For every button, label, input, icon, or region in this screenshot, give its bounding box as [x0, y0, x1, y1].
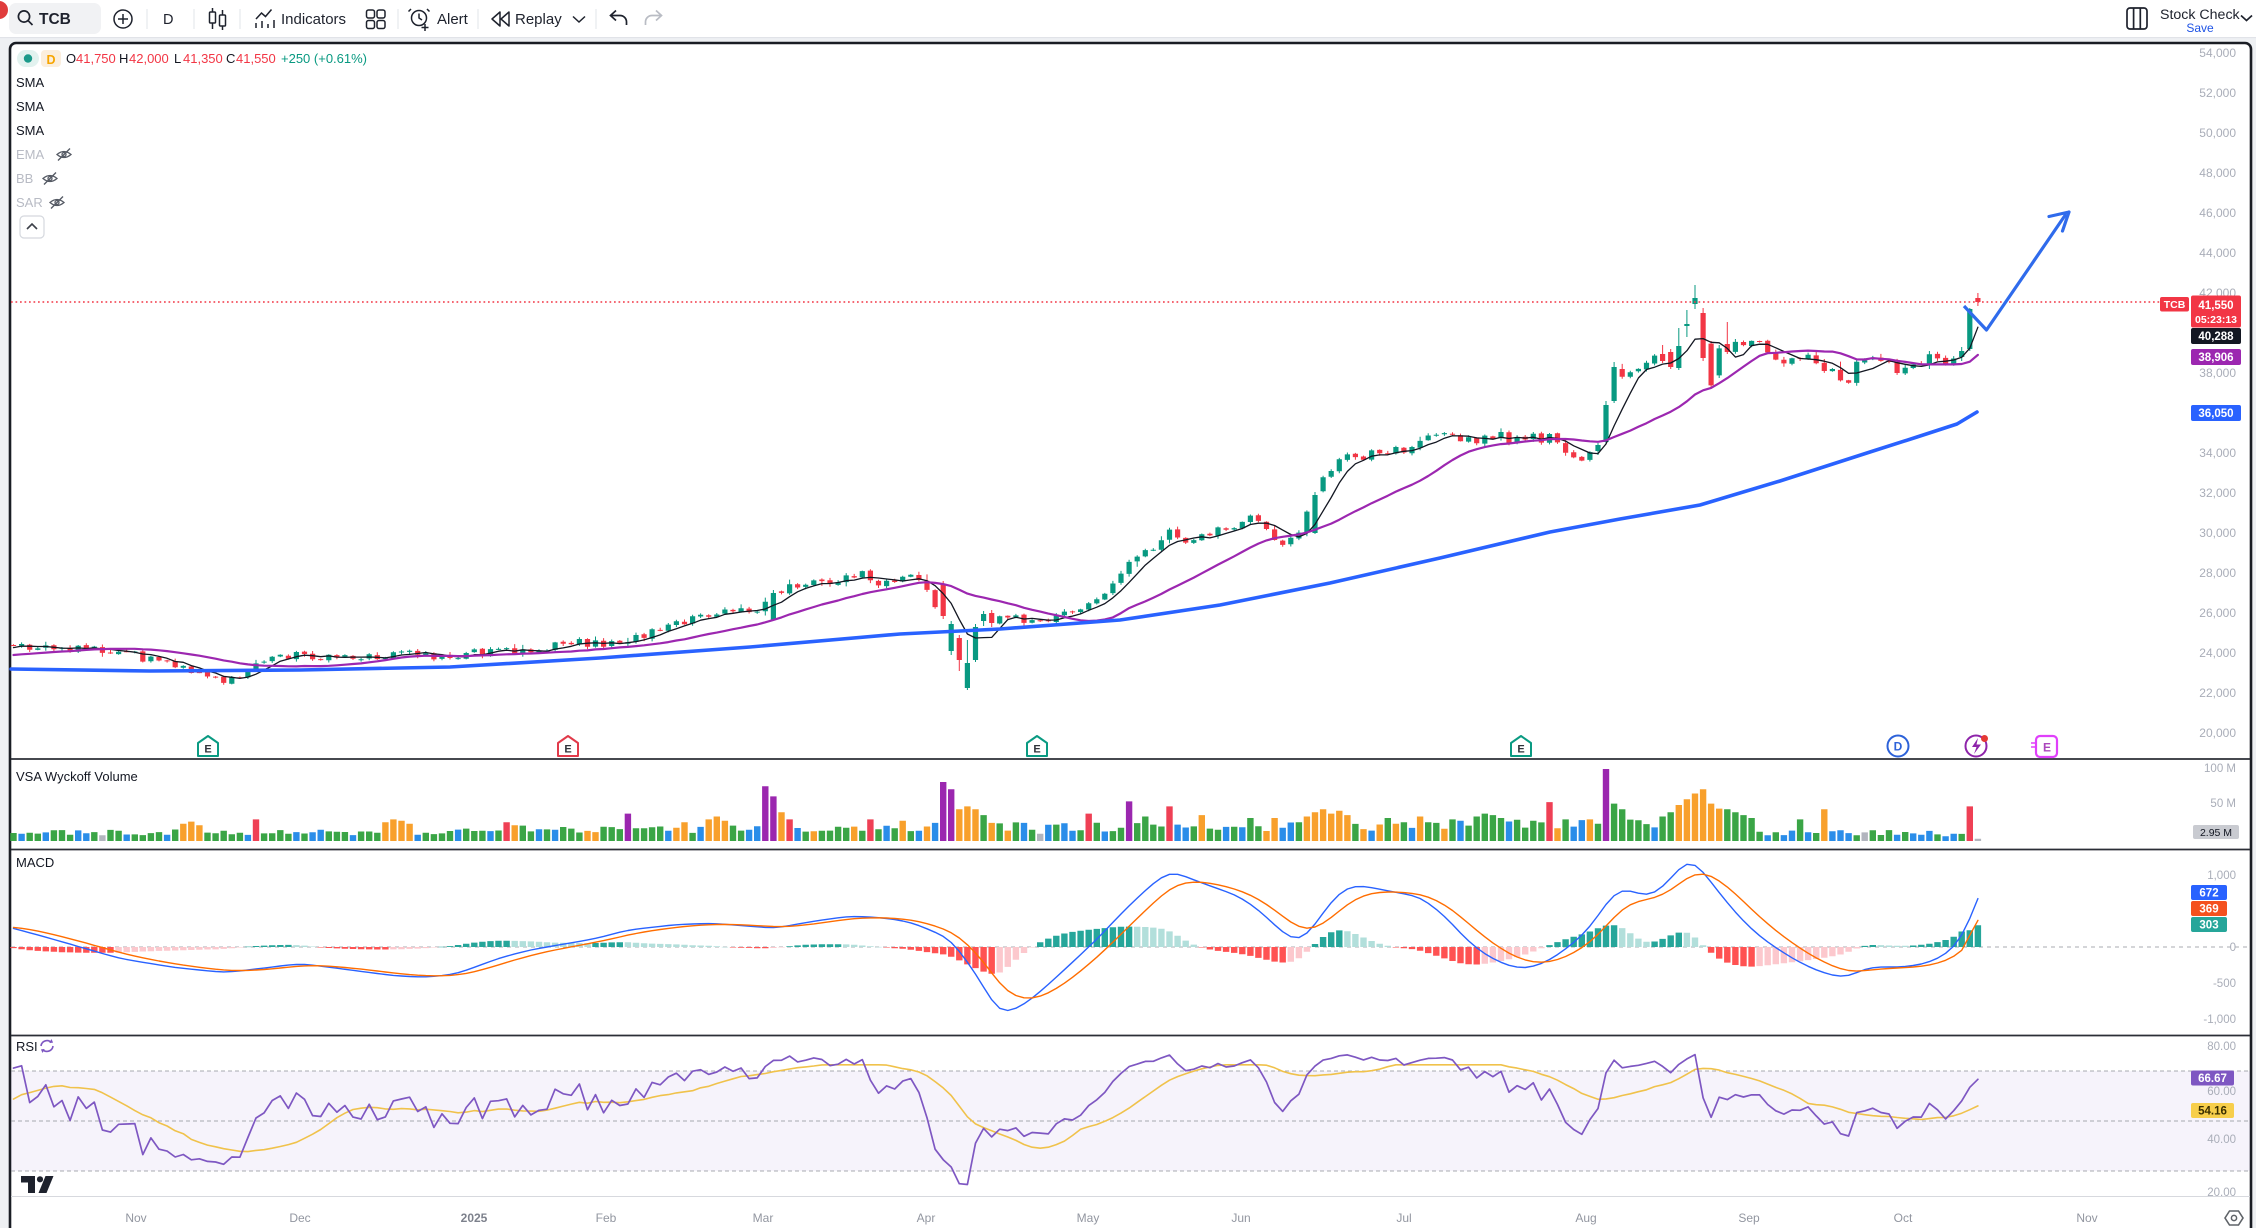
svg-text:54,000: 54,000 [2199, 46, 2236, 60]
svg-text:Jul: Jul [1396, 1211, 1411, 1225]
svg-text:24,000: 24,000 [2199, 646, 2236, 660]
svg-text:Save: Save [2186, 21, 2214, 35]
svg-text:Nov: Nov [125, 1211, 146, 1225]
svg-text:20,000: 20,000 [2199, 726, 2236, 740]
svg-text:BB: BB [16, 171, 33, 186]
svg-text:O: O [66, 51, 76, 66]
svg-text:SMA: SMA [16, 123, 45, 138]
svg-text:44,000: 44,000 [2199, 246, 2236, 260]
svg-text:E: E [1033, 744, 1040, 756]
svg-text:20.00: 20.00 [2207, 1187, 2236, 1199]
svg-text:RSI: RSI [16, 1039, 38, 1054]
svg-text:Aug: Aug [1575, 1211, 1596, 1225]
svg-text:H: H [119, 51, 128, 66]
svg-text:+250 (+0.61%): +250 (+0.61%) [281, 51, 367, 66]
svg-text:Jun: Jun [1231, 1211, 1250, 1225]
svg-text:SAR: SAR [16, 195, 43, 210]
svg-text:48,000: 48,000 [2199, 166, 2236, 180]
svg-text:Oct: Oct [1894, 1211, 1913, 1225]
svg-text:E: E [204, 744, 211, 756]
svg-text:50 M: 50 M [2210, 798, 2236, 810]
svg-text:672: 672 [2199, 888, 2218, 900]
svg-text:D: D [46, 53, 55, 67]
svg-text:41,550: 41,550 [236, 51, 276, 66]
svg-text:66.67: 66.67 [2198, 1073, 2227, 1085]
svg-text:0: 0 [2230, 942, 2236, 954]
svg-text:50,000: 50,000 [2199, 126, 2236, 140]
svg-text:46,000: 46,000 [2199, 206, 2236, 220]
svg-text:34,000: 34,000 [2199, 446, 2236, 460]
svg-text:52,000: 52,000 [2199, 86, 2236, 100]
svg-text:TCB: TCB [2164, 299, 2186, 311]
svg-text:369: 369 [2199, 904, 2218, 916]
svg-text:VSA Wyckoff Volume: VSA Wyckoff Volume [16, 769, 138, 784]
svg-text:38,906: 38,906 [2198, 352, 2233, 364]
svg-text:EMA: EMA [16, 147, 45, 162]
svg-text:30,000: 30,000 [2199, 526, 2236, 540]
svg-text:28,000: 28,000 [2199, 566, 2236, 580]
svg-text:Dec: Dec [289, 1211, 310, 1225]
svg-text:L: L [174, 51, 181, 66]
svg-text:2.95 M: 2.95 M [2200, 827, 2232, 839]
svg-text:2025: 2025 [461, 1211, 488, 1225]
svg-text:-1,000: -1,000 [2203, 1014, 2236, 1026]
svg-text:Mar: Mar [753, 1211, 774, 1225]
svg-text:E: E [564, 744, 571, 756]
svg-text:Nov: Nov [2076, 1211, 2097, 1225]
svg-text:41,550: 41,550 [2198, 300, 2233, 312]
svg-text:40,288: 40,288 [2198, 331, 2234, 343]
svg-text:Stock Check: Stock Check [2160, 7, 2241, 23]
svg-text:42,000: 42,000 [129, 51, 169, 66]
svg-text:Alert: Alert [437, 11, 469, 28]
svg-text:D: D [163, 12, 173, 28]
svg-text:-500: -500 [2213, 978, 2236, 990]
svg-text:38,000: 38,000 [2199, 366, 2236, 380]
svg-text:Sep: Sep [1738, 1211, 1760, 1225]
svg-text:C: C [226, 51, 235, 66]
svg-text:SMA: SMA [16, 75, 45, 90]
svg-text:100 M: 100 M [2204, 763, 2236, 775]
svg-text:Apr: Apr [917, 1211, 936, 1225]
svg-text:E: E [2043, 741, 2051, 755]
svg-text:E: E [1517, 744, 1524, 756]
svg-text:Indicators: Indicators [281, 11, 346, 28]
svg-text:36,050: 36,050 [2198, 408, 2233, 420]
svg-text:40.00: 40.00 [2207, 1134, 2236, 1146]
svg-text:41,750: 41,750 [76, 51, 116, 66]
svg-text:303: 303 [2199, 920, 2218, 932]
svg-text:54.16: 54.16 [2198, 1106, 2227, 1118]
svg-text:MACD: MACD [16, 855, 54, 870]
svg-text:05:23:13: 05:23:13 [2195, 314, 2237, 326]
svg-text:Replay: Replay [515, 11, 562, 28]
svg-text:80.00: 80.00 [2207, 1041, 2236, 1053]
svg-text:26,000: 26,000 [2199, 606, 2236, 620]
svg-text:41,350: 41,350 [183, 51, 223, 66]
svg-text:SMA: SMA [16, 99, 45, 114]
svg-text:22,000: 22,000 [2199, 686, 2236, 700]
svg-text:May: May [1077, 1211, 1100, 1225]
svg-text:1,000: 1,000 [2207, 870, 2236, 882]
svg-text:Feb: Feb [596, 1211, 617, 1225]
svg-text:TCB: TCB [39, 11, 71, 28]
svg-text:32,000: 32,000 [2199, 486, 2236, 500]
svg-text:60.00: 60.00 [2207, 1086, 2236, 1098]
svg-text:D: D [1894, 740, 1903, 754]
